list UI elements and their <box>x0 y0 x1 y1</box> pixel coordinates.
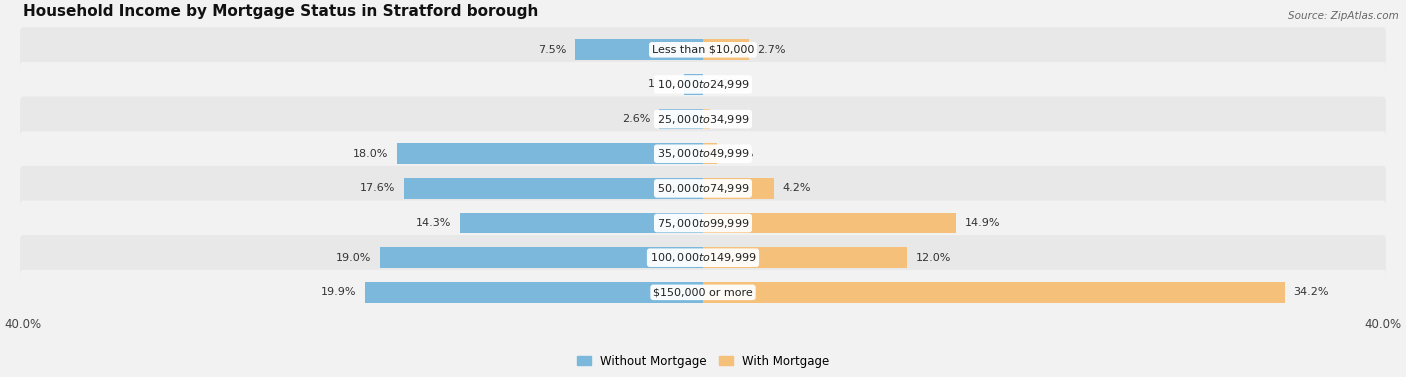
Bar <box>575 40 703 60</box>
Text: Source: ZipAtlas.com: Source: ZipAtlas.com <box>1288 11 1399 21</box>
Bar <box>396 143 703 164</box>
Text: 19.9%: 19.9% <box>321 287 356 297</box>
Text: $10,000 to $24,999: $10,000 to $24,999 <box>657 78 749 91</box>
Text: 19.0%: 19.0% <box>336 253 371 263</box>
FancyBboxPatch shape <box>20 27 1386 72</box>
Text: 14.3%: 14.3% <box>416 218 451 228</box>
Text: 12.0%: 12.0% <box>915 253 950 263</box>
FancyBboxPatch shape <box>20 97 1386 142</box>
Text: 0.0%: 0.0% <box>711 80 740 89</box>
Text: 18.0%: 18.0% <box>353 149 388 159</box>
Text: $75,000 to $99,999: $75,000 to $99,999 <box>657 216 749 230</box>
Text: $35,000 to $49,999: $35,000 to $49,999 <box>657 147 749 160</box>
Bar <box>703 247 907 268</box>
Text: 17.6%: 17.6% <box>360 183 395 193</box>
Text: $50,000 to $74,999: $50,000 to $74,999 <box>657 182 749 195</box>
Text: Household Income by Mortgage Status in Stratford borough: Household Income by Mortgage Status in S… <box>22 4 538 19</box>
Text: Less than $10,000: Less than $10,000 <box>652 45 754 55</box>
Text: $150,000 or more: $150,000 or more <box>654 287 752 297</box>
Bar <box>460 213 703 233</box>
Bar <box>404 178 703 199</box>
Bar <box>703 282 1285 303</box>
Bar <box>380 247 703 268</box>
Bar <box>659 109 703 129</box>
FancyBboxPatch shape <box>20 235 1386 280</box>
Legend: Without Mortgage, With Mortgage: Without Mortgage, With Mortgage <box>572 350 834 372</box>
Text: 1.1%: 1.1% <box>648 80 676 89</box>
Text: 2.7%: 2.7% <box>758 45 786 55</box>
Bar <box>703 213 956 233</box>
Text: $100,000 to $149,999: $100,000 to $149,999 <box>650 251 756 264</box>
Bar <box>703 109 710 129</box>
Text: 7.5%: 7.5% <box>538 45 567 55</box>
Text: $25,000 to $34,999: $25,000 to $34,999 <box>657 113 749 126</box>
Bar <box>703 40 749 60</box>
Text: 34.2%: 34.2% <box>1294 287 1329 297</box>
Text: 14.9%: 14.9% <box>965 218 1001 228</box>
FancyBboxPatch shape <box>20 166 1386 211</box>
Bar <box>685 74 703 95</box>
FancyBboxPatch shape <box>20 62 1386 107</box>
FancyBboxPatch shape <box>20 270 1386 315</box>
Bar <box>703 143 717 164</box>
Bar <box>703 178 775 199</box>
FancyBboxPatch shape <box>20 131 1386 176</box>
Text: 0.4%: 0.4% <box>718 114 747 124</box>
FancyBboxPatch shape <box>20 201 1386 245</box>
Text: 4.2%: 4.2% <box>783 183 811 193</box>
Text: 2.6%: 2.6% <box>621 114 651 124</box>
Bar <box>364 282 703 303</box>
Text: 0.8%: 0.8% <box>725 149 754 159</box>
